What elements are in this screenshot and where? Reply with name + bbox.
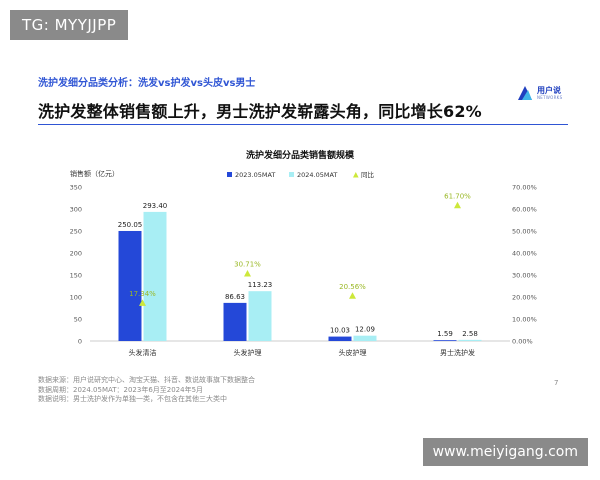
logo-mark-icon (518, 86, 532, 100)
logo-subtext: NETWORKS (537, 95, 563, 100)
y-tick-label: 300 (70, 206, 82, 214)
legend-swatch (227, 172, 232, 177)
yoy-label: 20.56% (339, 283, 366, 291)
category-label: 头皮护理 (339, 348, 367, 357)
source-line: 数据来源：用户说研究中心、淘宝天猫、抖音、数说故事旗下数据整合 (38, 376, 255, 384)
y2-tick-label: 30.00% (512, 272, 537, 280)
y-tick-label: 350 (70, 184, 82, 192)
y2-tick-label: 50.00% (512, 228, 537, 236)
bar-value-label: 10.03 (330, 327, 350, 335)
source-notes: 数据来源：用户说研究中心、淘宝天猫、抖音、数说故事旗下数据整合 数据周期：202… (38, 376, 255, 405)
legend-label: 2023.05MAT (235, 171, 275, 179)
yoy-label: 17.34% (129, 290, 156, 298)
bar-marks (118, 211, 482, 341)
bar (223, 302, 247, 341)
period-line: 数据周期：2024.05MAT：2023年6月至2024年5月 (38, 385, 204, 394)
category-label: 头发护理 (234, 348, 262, 357)
yoy-marker (139, 299, 146, 306)
y2-tick-label: 10.00% (512, 316, 537, 324)
y-tick-label: 250 (70, 228, 82, 236)
y-tick-label: 200 (70, 250, 82, 258)
bar (328, 336, 352, 341)
title-divider (38, 124, 568, 125)
bar-value-label: 2.58 (462, 330, 478, 338)
bar-value-label: 250.05 (118, 221, 143, 229)
y2-tick-label: 20.00% (512, 294, 537, 302)
bar (118, 230, 142, 341)
note-line: 数据说明：男士洗护发作为单独一类，不包含在其他三大类中 (38, 395, 227, 403)
legend-swatch (289, 172, 294, 177)
y2-tick-label: 70.00% (512, 184, 537, 192)
y-tick-label: 150 (70, 272, 82, 280)
yoy-marker (454, 201, 461, 209)
legend-label: 2024.05MAT (297, 171, 337, 179)
legend-marker (353, 172, 359, 178)
bar (458, 339, 482, 341)
yoy-markers: 17.34% 30.71% 20.56% 61.70% (129, 192, 471, 306)
y-tick-label: 0 (78, 338, 82, 346)
legend-label: 同比 (361, 170, 375, 179)
y2-axis-ticks: 0.00% 10.00% 20.00% 30.00% 40.00% 50.00% 60.00… (512, 184, 537, 346)
bar-value-label: 1.59 (437, 330, 453, 338)
bar (143, 211, 167, 341)
y2-tick-label: 0.00% (512, 338, 533, 346)
yoy-marker (244, 269, 251, 277)
y-tick-label: 50 (74, 316, 82, 324)
bar (433, 340, 457, 341)
bar-value-label: 86.63 (225, 293, 245, 301)
y-axis-label: 销售额（亿元） (70, 169, 119, 178)
y-axis-ticks: 0 50 100 150 200 250 300 350 (70, 184, 82, 346)
logo-wordmark: 用户说 NETWORKS (537, 86, 562, 100)
y2-tick-label: 40.00% (512, 250, 537, 258)
brand-logo: 用户说 NETWORKS (516, 84, 562, 102)
y2-tick-label: 60.00% (512, 206, 537, 214)
bar-value-label: 12.09 (355, 326, 375, 334)
category-label: 男士洗护发 (440, 348, 475, 357)
bar-value-label: 293.40 (143, 202, 168, 210)
category-labels: 头发清洁 头发护理 头皮护理 男士洗护发 (129, 348, 476, 357)
chart-title: 洗护发细分品类销售额规模 (246, 149, 355, 161)
slide-subtitle: 洗护发细分品类分析：洗发vs护发vs头皮vs男士 (38, 78, 256, 89)
page-number: 7 (554, 379, 559, 387)
yoy-label: 61.70% (444, 192, 471, 200)
bar (248, 291, 272, 341)
bar (353, 335, 377, 341)
y-tick-label: 100 (70, 294, 82, 302)
chart-legend: 2023.05MAT 2024.05MAT 同比 (227, 170, 375, 179)
slide-headline: 洗护发整体销售额上升，男士洗护发崭露头角，同比增长62% (38, 102, 482, 121)
watermark-top: TG: MYYJJPP (10, 10, 129, 40)
bar-value-label: 113.23 (248, 281, 273, 289)
category-label: 头发清洁 (129, 348, 157, 357)
yoy-marker (349, 292, 356, 299)
yoy-label: 30.71% (234, 260, 261, 268)
logo-text: 用户说 (537, 86, 561, 95)
watermark-bottom: www.meiyigang.com (422, 438, 588, 466)
